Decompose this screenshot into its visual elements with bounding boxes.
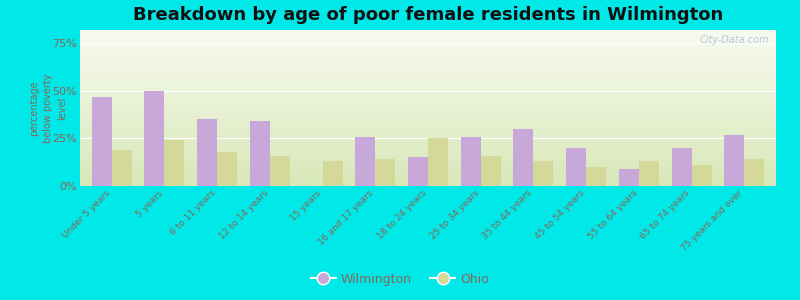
Bar	[534, 161, 554, 186]
Bar	[375, 159, 395, 186]
Bar	[724, 135, 744, 186]
Bar	[672, 148, 692, 186]
Bar	[197, 119, 217, 186]
Y-axis label: percentage
below poverty
level: percentage below poverty level	[30, 73, 67, 143]
Bar	[586, 167, 606, 186]
Bar	[355, 136, 375, 186]
Bar	[164, 140, 184, 186]
Bar	[619, 169, 639, 186]
Bar	[692, 165, 712, 186]
Bar	[217, 152, 237, 186]
Bar	[112, 150, 132, 186]
Bar	[744, 159, 765, 186]
Bar	[408, 158, 428, 186]
Bar	[639, 161, 659, 186]
Bar	[428, 138, 448, 186]
Legend: Wilmington, Ohio: Wilmington, Ohio	[306, 268, 494, 291]
Bar	[270, 156, 290, 186]
Bar	[514, 129, 534, 186]
Bar	[481, 156, 501, 186]
Bar	[92, 97, 112, 186]
Bar	[322, 161, 342, 186]
Bar	[144, 91, 164, 186]
Bar	[250, 121, 270, 186]
Title: Breakdown by age of poor female residents in Wilmington: Breakdown by age of poor female resident…	[133, 6, 723, 24]
Bar	[566, 148, 586, 186]
Text: City-Data.com: City-Data.com	[699, 35, 769, 45]
Bar	[461, 136, 481, 186]
